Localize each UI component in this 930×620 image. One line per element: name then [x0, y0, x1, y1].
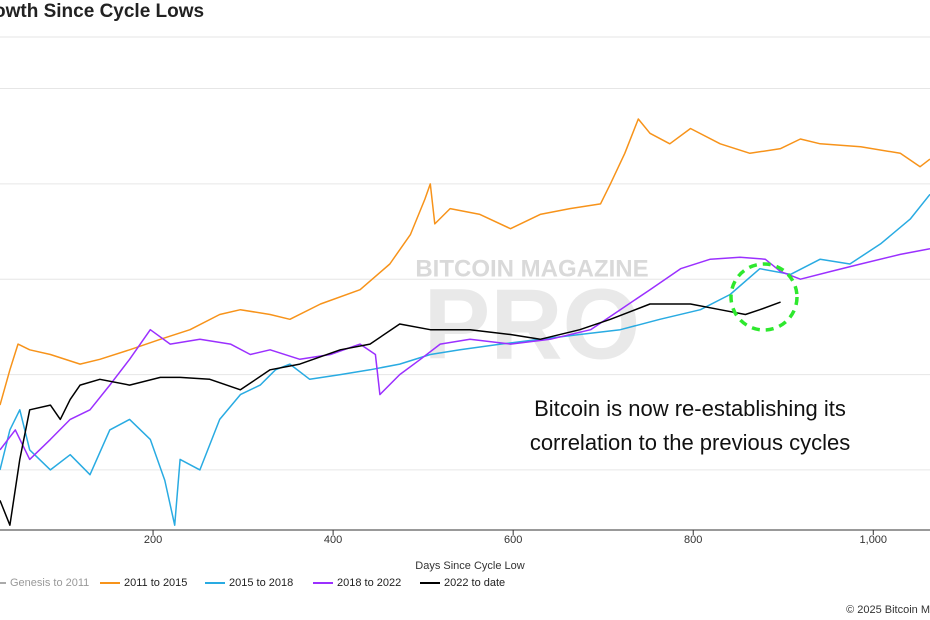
x-tick-label: 800	[684, 534, 702, 546]
plot-area: 200 400 600 800 1,000	[0, 87, 930, 546]
x-tick-label: 1,000	[860, 534, 888, 546]
series-line	[0, 247, 930, 461]
legend-label: 2022 to date	[444, 577, 505, 589]
legend-label: Genesis to 2011	[10, 577, 89, 589]
highlight-circle	[729, 262, 799, 332]
series-line	[0, 193, 930, 526]
annotation: correlation to the previous cycles	[530, 430, 850, 455]
legend-label: 2015 to 2018	[229, 577, 293, 589]
series-line	[0, 118, 930, 406]
chart-title: owth Since Cycle Lows	[0, 1, 204, 22]
x-tick-label: 400	[324, 534, 342, 546]
copyright: © 2025 Bitcoin M	[846, 604, 930, 616]
x-tick-label: 600	[504, 534, 522, 546]
legend-label: 2011 to 2015	[124, 577, 187, 589]
annotation: Bitcoin is now re-establishing its	[534, 396, 846, 421]
legend-label: 2018 to 2022	[337, 577, 401, 589]
x-axis-label: Days Since Cycle Low	[415, 560, 524, 572]
watermark: BITCOIN MAGAZINE	[415, 255, 648, 282]
series-line	[0, 301, 781, 526]
watermark: PRO	[424, 268, 641, 380]
x-tick-label: 200	[144, 534, 162, 546]
